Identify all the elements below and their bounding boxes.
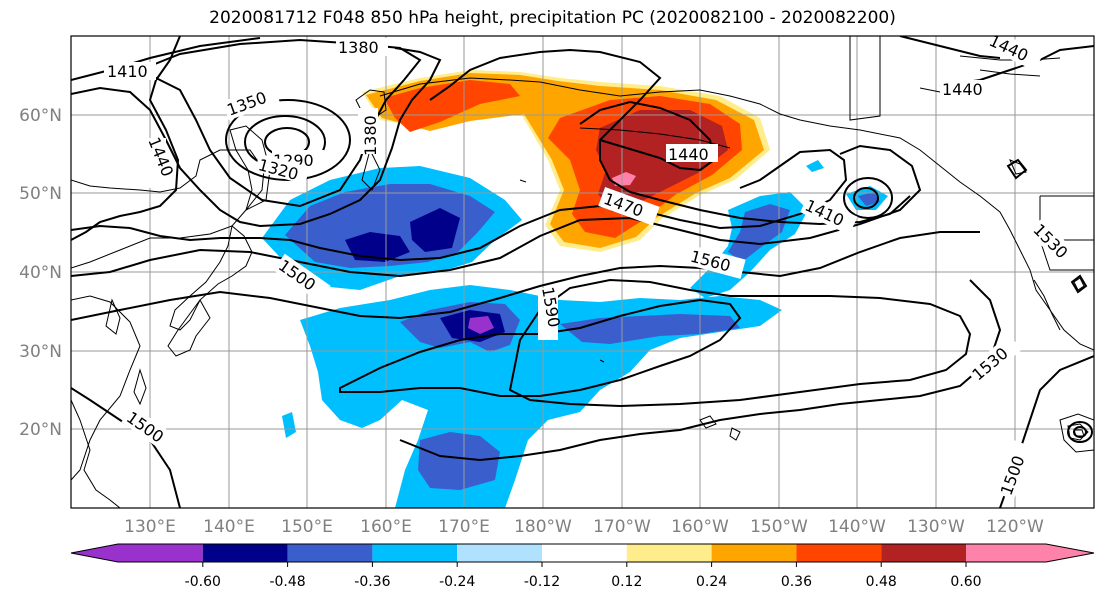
lon-label: 180°W [514,517,572,537]
colorbar-segment [542,544,627,562]
lon-label: 170°E [438,517,490,537]
lon-label: 160°W [671,517,729,537]
negative-anomaly-east-spot-mid [858,192,880,206]
lon-label: 150°W [750,517,808,537]
colorbar-tick-label: 0.24 [696,574,727,590]
contour-label: 1380 [361,115,380,156]
lat-label: 60°N [19,106,62,126]
colorbar-tick-label: -0.60 [185,574,221,590]
colorbar-segment [881,544,966,562]
map-frame [70,35,1095,509]
lon-label: 130°W [907,517,965,537]
map-title: 2020081712 F048 850 hPa height, precipit… [209,8,896,28]
lat-label: 50°N [19,184,62,204]
contour-label: 1380 [338,38,379,57]
lon-label: 140°E [203,517,255,537]
contour-label: 1440 [942,80,983,99]
lon-label: 150°E [281,517,333,537]
latitude-labels: 60°N 50°N 40°N 30°N 20°N [19,106,62,440]
colorbar-segment [287,544,373,562]
lon-label: 160°E [360,517,412,537]
colorbar: -0.60 -0.48 -0.36 -0.24 -0.12 0.12 0.24 … [70,543,1095,590]
lon-label: 140°W [828,517,886,537]
colorbar-tick-label: 0.60 [950,574,981,590]
colorbar-segment [966,544,1046,562]
height-contours [71,36,1094,508]
colorbar-tick-label: 0.12 [611,574,642,590]
contour-label: 1410 [107,62,148,81]
colorbar-segment [118,544,203,562]
colorbar-tick-label: -0.36 [354,574,390,590]
colorbar-tick-label: 0.36 [781,574,812,590]
lat-label: 20°N [19,420,62,440]
colorbar-segment [202,544,288,562]
positive-anomaly-pink [612,172,636,186]
negative-anomaly-central-purple [468,316,494,334]
colorbar-tick-label: -0.48 [269,574,305,590]
colorbar-extend-high [1046,544,1094,562]
contour-label: 1440 [668,145,709,164]
lon-label: 170°W [593,517,651,537]
colorbar-tick-label: -0.24 [439,574,475,590]
colorbar-extend-low [71,544,118,562]
longitude-labels: 130°E 140°E 150°E 160°E 170°E 180°W 170°… [124,517,1044,537]
negative-anomaly-central-mid [400,302,740,490]
colorbar-tick-label: -0.12 [524,574,560,590]
colorbar-segment [796,544,882,562]
colorbar-segment [626,544,712,562]
lon-label: 130°E [124,517,176,537]
contour-labels: 1380 1410 1350 1380 1440 1290 1320 1440 … [104,36,1078,500]
negative-anomaly-small-2 [282,412,296,438]
colorbar-segment [372,544,458,562]
lat-label: 30°N [19,342,62,362]
colorbar-segment [457,544,542,562]
negative-anomaly-dark [345,208,460,262]
colorbar-segment [711,544,797,562]
negative-anomaly-small-1 [806,160,824,172]
lat-label: 40°N [19,263,62,283]
positive-anomaly-dark-red [596,110,728,212]
colorbar-tick-label: 0.48 [866,574,897,590]
lon-label: 120°W [986,517,1044,537]
